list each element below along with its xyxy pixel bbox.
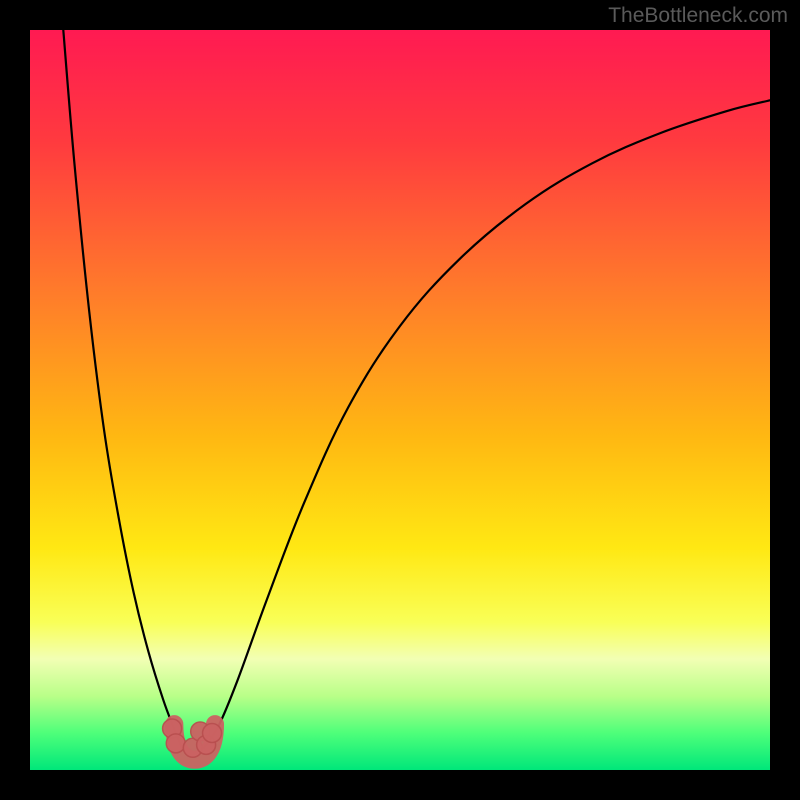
bottleneck-chart [0, 0, 800, 800]
watermark-text: TheBottleneck.com [608, 4, 788, 28]
